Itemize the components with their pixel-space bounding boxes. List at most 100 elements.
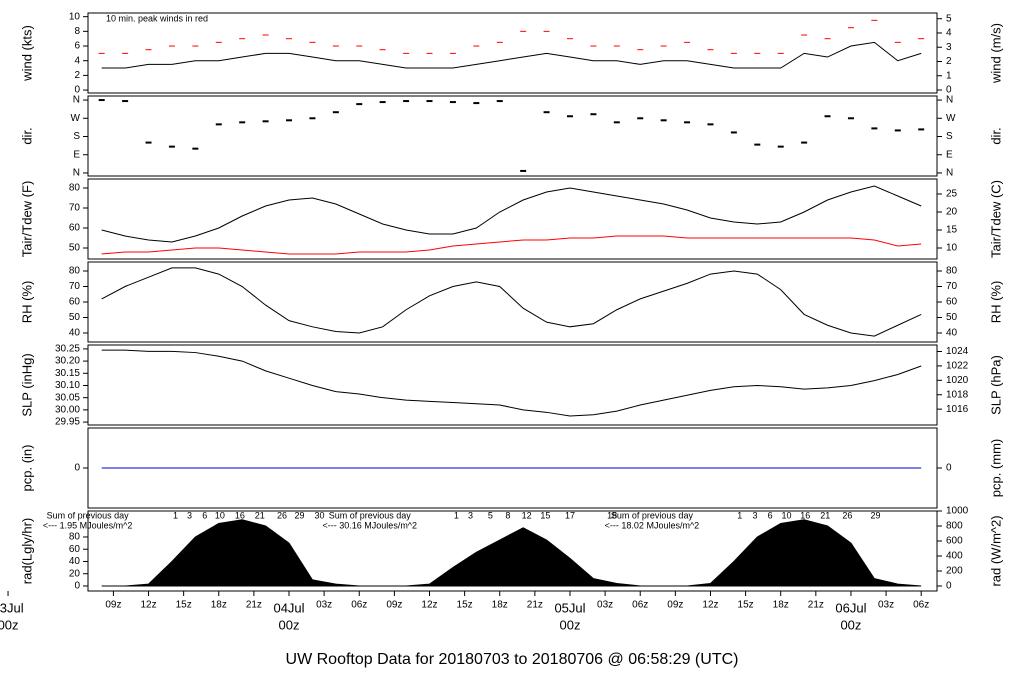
- cumulative-mark: 6: [202, 510, 207, 520]
- line: [101, 349, 922, 417]
- point: [637, 117, 644, 120]
- point: [496, 100, 503, 103]
- point: [824, 115, 831, 118]
- y-tick-label: 30.20: [55, 356, 80, 367]
- y2-axis-label: SLP (hPa): [988, 355, 1003, 415]
- y-tick-label: 6: [74, 41, 80, 52]
- y-tick-label: 60: [69, 223, 81, 234]
- y-tick-label: 70: [69, 203, 81, 214]
- y-axis-label: RH (%): [19, 281, 34, 324]
- point: [684, 121, 691, 124]
- x-tick-label: 06z: [351, 600, 367, 611]
- y2-axis-label: pcp. (mm): [988, 439, 1003, 498]
- cumulative-mark: 1: [454, 510, 459, 520]
- x-tick-label: 21z: [808, 600, 824, 611]
- panel-frame: [87, 12, 938, 94]
- point: [707, 123, 714, 126]
- panel-frame: [87, 344, 938, 426]
- line: [101, 41, 922, 69]
- y-tick-label: 80: [69, 183, 81, 194]
- x-tick-label: 12z: [140, 600, 156, 611]
- x-tick-label: 15z: [738, 600, 754, 611]
- x-tick-label: 03z: [878, 600, 894, 611]
- x-tick-label: 12z: [421, 600, 437, 611]
- point: [801, 141, 808, 144]
- y-tick-label: 0: [74, 85, 80, 96]
- panel-frame: [87, 95, 938, 177]
- y-axis-label: Tair/Tdew (F): [19, 181, 34, 258]
- annotation: <--- 18.02 MJoules/m^2: [605, 520, 700, 530]
- annotation: Sum of previous day: [611, 510, 694, 520]
- y2-tick-label: 10: [946, 243, 958, 254]
- y2-tick-label: 4: [946, 28, 952, 39]
- date-label: 06Jul: [835, 600, 866, 615]
- point: [473, 102, 480, 105]
- annotation: 10 min. peak winds in red: [106, 13, 208, 23]
- y-tick-label: 50: [69, 243, 81, 254]
- cumulative-mark: 12: [522, 510, 532, 520]
- point: [520, 169, 527, 172]
- y2-axis-label: rad (W/m^2): [988, 515, 1003, 586]
- x-tick-label: 15z: [176, 600, 192, 611]
- y-tick-label: N: [73, 95, 80, 106]
- cumulative-mark: 26: [277, 510, 287, 520]
- y2-tick-label: 1024: [946, 346, 969, 357]
- y2-tick-label: 40: [946, 328, 958, 339]
- y-tick-label: 0: [74, 581, 80, 592]
- y2-tick-label: 80: [946, 266, 958, 277]
- cumulative-mark: 18: [607, 510, 617, 520]
- y2-tick-label: E: [946, 149, 953, 160]
- point: [613, 121, 620, 124]
- cumulative-mark: 10: [215, 510, 225, 520]
- date-hour-label: 00z: [840, 617, 861, 632]
- point: [356, 103, 363, 106]
- y2-tick-label: 0: [946, 463, 952, 474]
- cumulative-mark: 26: [842, 510, 852, 520]
- date-label: 05Jul: [554, 600, 585, 615]
- point: [215, 123, 222, 126]
- point: [871, 127, 878, 130]
- date-hour-label: 00z: [559, 617, 580, 632]
- date-label: 04Jul: [273, 600, 304, 615]
- point: [754, 143, 761, 146]
- cumulative-mark: 1: [737, 510, 742, 520]
- y-tick-label: 80: [69, 532, 81, 543]
- point: [98, 99, 105, 102]
- line: [101, 185, 922, 243]
- y2-tick-label: 1: [946, 70, 952, 81]
- point: [847, 117, 854, 120]
- point: [449, 101, 456, 104]
- date-hour-label: 00z: [0, 617, 19, 632]
- annotation: Sum of previous day: [329, 510, 412, 520]
- cumulative-mark: 21: [255, 510, 265, 520]
- x-tick-label: 18z: [492, 600, 508, 611]
- cumulative-mark: 16: [800, 510, 810, 520]
- cumulative-mark: 15: [540, 510, 550, 520]
- y2-tick-label: 200: [946, 566, 963, 577]
- x-tick-label: 09z: [105, 600, 121, 611]
- y2-tick-label: 20: [946, 207, 958, 218]
- y2-tick-label: 3: [946, 42, 952, 53]
- x-tick-label: 21z: [246, 600, 262, 611]
- x-tick-label: 18z: [773, 600, 789, 611]
- y2-tick-label: 1022: [946, 361, 969, 372]
- y2-tick-label: 600: [946, 536, 963, 547]
- y-tick-label: 30.15: [55, 368, 80, 379]
- point: [192, 147, 199, 150]
- y2-tick-label: N: [946, 168, 953, 179]
- x-tick-label: 06z: [913, 600, 929, 611]
- x-tick-label: 18z: [211, 600, 227, 611]
- y-tick-label: 10: [69, 11, 81, 22]
- y2-tick-label: 60: [946, 297, 958, 308]
- y2-tick-label: S: [946, 131, 953, 142]
- y2-axis-label: dir.: [988, 127, 1003, 144]
- cumulative-mark: 17: [565, 510, 575, 520]
- panel-frame: [87, 510, 938, 592]
- y-tick-label: E: [73, 149, 80, 160]
- point: [168, 145, 175, 148]
- y-tick-label: 0: [74, 463, 80, 474]
- annotation: <--- 30.16 MJoules/m^2: [323, 520, 418, 530]
- point: [145, 141, 152, 144]
- y-tick-label: 8: [74, 26, 80, 37]
